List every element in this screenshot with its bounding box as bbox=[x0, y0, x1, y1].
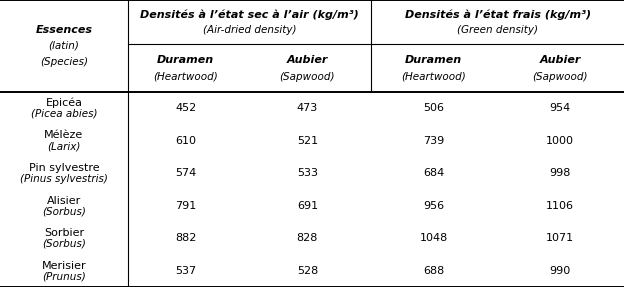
Text: (Heartwood): (Heartwood) bbox=[154, 72, 218, 82]
Text: 533: 533 bbox=[297, 168, 318, 178]
Text: 684: 684 bbox=[423, 168, 444, 178]
Text: Essences: Essences bbox=[36, 25, 92, 35]
Text: (Sorbus): (Sorbus) bbox=[42, 239, 86, 249]
Text: 882: 882 bbox=[175, 233, 197, 243]
Text: (Species): (Species) bbox=[40, 57, 88, 67]
Text: (latin): (latin) bbox=[49, 41, 79, 51]
Text: 691: 691 bbox=[297, 201, 318, 211]
Text: 506: 506 bbox=[423, 103, 444, 113]
Text: (Sapwood): (Sapwood) bbox=[280, 72, 335, 82]
Text: 610: 610 bbox=[175, 136, 196, 146]
Text: 791: 791 bbox=[175, 201, 197, 211]
Text: Epicéa: Epicéa bbox=[46, 98, 82, 108]
Text: (Air-dried density): (Air-dried density) bbox=[203, 25, 296, 35]
Text: 521: 521 bbox=[297, 136, 318, 146]
Text: 1048: 1048 bbox=[419, 233, 448, 243]
Text: (Larix): (Larix) bbox=[47, 141, 80, 151]
Text: (Heartwood): (Heartwood) bbox=[401, 72, 466, 82]
Text: Duramen: Duramen bbox=[405, 55, 462, 65]
Text: 473: 473 bbox=[296, 103, 318, 113]
Text: 1106: 1106 bbox=[546, 201, 574, 211]
Text: 537: 537 bbox=[175, 266, 196, 276]
Text: (Sapwood): (Sapwood) bbox=[532, 72, 588, 82]
Text: Merisier: Merisier bbox=[42, 261, 86, 271]
Text: 954: 954 bbox=[549, 103, 571, 113]
Text: Densités à l’état frais (kg/m³): Densités à l’état frais (kg/m³) bbox=[404, 10, 591, 20]
Text: Aubier: Aubier bbox=[539, 55, 581, 65]
Text: Sorbier: Sorbier bbox=[44, 228, 84, 238]
Text: 688: 688 bbox=[423, 266, 444, 276]
Text: (Green density): (Green density) bbox=[457, 25, 538, 35]
Text: (Pinus sylvestris): (Pinus sylvestris) bbox=[20, 174, 108, 184]
Text: 739: 739 bbox=[423, 136, 444, 146]
Text: Densités à l’état sec à l’air (kg/m³): Densités à l’état sec à l’air (kg/m³) bbox=[140, 10, 359, 20]
Text: 1071: 1071 bbox=[546, 233, 574, 243]
Text: (Picea abies): (Picea abies) bbox=[31, 109, 97, 119]
Text: 528: 528 bbox=[296, 266, 318, 276]
Text: Duramen: Duramen bbox=[157, 55, 214, 65]
Text: Alisier: Alisier bbox=[47, 195, 81, 205]
Text: (Sorbus): (Sorbus) bbox=[42, 206, 86, 216]
Text: 956: 956 bbox=[423, 201, 444, 211]
Text: Aubier: Aubier bbox=[286, 55, 328, 65]
Text: 828: 828 bbox=[296, 233, 318, 243]
Text: 990: 990 bbox=[549, 266, 571, 276]
Text: 1000: 1000 bbox=[546, 136, 574, 146]
Text: Pin sylvestre: Pin sylvestre bbox=[29, 163, 99, 173]
Text: (Prunus): (Prunus) bbox=[42, 272, 86, 282]
Text: 452: 452 bbox=[175, 103, 197, 113]
Text: Mélèze: Mélèze bbox=[44, 131, 84, 140]
Text: 574: 574 bbox=[175, 168, 197, 178]
Text: 998: 998 bbox=[549, 168, 571, 178]
